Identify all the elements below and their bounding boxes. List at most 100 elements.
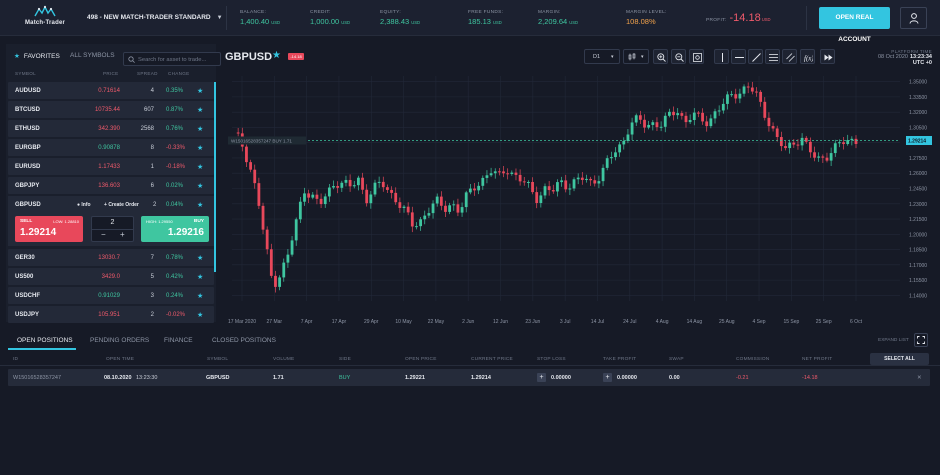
symbol-search-input[interactable]: Search for asset to trade... (123, 52, 221, 66)
vertical-line-tool[interactable] (714, 49, 729, 64)
trend-line-tool[interactable] (748, 49, 763, 64)
candle-body (800, 137, 804, 146)
scrollbar[interactable] (214, 82, 216, 272)
watchlist-row[interactable]: USDJPY 105.951 2 -0.02% ★ (8, 306, 214, 323)
timeframe-select[interactable]: D1 ▾ (584, 49, 620, 64)
watchlist-row[interactable]: US500 3429.0 5 0.42% ★ (8, 268, 214, 285)
col-commission[interactable]: COMMISSION (736, 356, 770, 362)
expand-list-label[interactable]: EXPAND LIST (878, 338, 909, 343)
col-symbol[interactable]: SYMBOL (207, 356, 229, 362)
quantity-stepper[interactable]: 2 − + (91, 216, 134, 242)
favorite-star-icon[interactable]: ★ (197, 125, 204, 133)
candle-body (489, 173, 493, 176)
favorite-star-icon[interactable]: ★ (197, 163, 204, 171)
horizontal-line-tool[interactable] (731, 49, 746, 64)
sell-button[interactable]: SELL LOW: 1.28810 1.29214 (15, 216, 83, 242)
col-stop-loss[interactable]: STOP LOSS (537, 356, 566, 362)
candle-body (539, 195, 543, 203)
decrease-icon[interactable]: − (101, 230, 106, 239)
col-swap[interactable]: SWAP (669, 356, 684, 362)
candle-body (580, 177, 584, 180)
favorite-star-icon[interactable]: ★ (197, 182, 204, 190)
favorite-star-icon[interactable]: ★ (197, 106, 204, 114)
info-label: Info (81, 202, 91, 208)
watchlist-row[interactable]: EURUSD 1.17433 1 -0.18% ★ (8, 158, 214, 175)
favorite-star-icon[interactable]: ★ (197, 202, 204, 209)
col-side[interactable]: SIDE (339, 356, 351, 362)
col-current-price[interactable]: CURRENT PRICE (471, 356, 513, 362)
tab-pending-orders[interactable]: PENDING ORDERS (90, 337, 150, 344)
add-take-profit-button[interactable]: + (603, 373, 612, 382)
x-tick-label: 23 Jun (525, 319, 540, 325)
user-profile-button[interactable] (900, 7, 927, 29)
close-position-icon[interactable]: ✕ (917, 374, 922, 381)
quantity-value[interactable]: 2 (110, 219, 115, 226)
add-stop-loss-button[interactable]: + (537, 373, 546, 382)
x-tick-label: 29 Apr (364, 319, 379, 325)
watchlist-row[interactable]: GBPJPY 136.603 6 0.02% ★ (8, 177, 214, 194)
tab-all-symbols[interactable]: ALL SYMBOLS (70, 52, 115, 59)
create-order-button[interactable]: + Create Order (104, 202, 139, 208)
candle-body (551, 190, 555, 192)
favorite-star-icon[interactable]: ★ (197, 254, 204, 262)
watchlist-row[interactable]: ETHUSD 342.390 2568 0.76% ★ (8, 120, 214, 137)
zoom-in-button[interactable] (653, 49, 668, 64)
watchlist-row-expanded[interactable]: GBPUSD ● Info + Create Order 2 0.04% ★ S… (8, 196, 214, 246)
col-open-price[interactable]: OPEN PRICE (405, 356, 437, 362)
favorite-star-icon[interactable]: ★ (197, 292, 204, 300)
watchlist-row[interactable]: AUDUSD 0.71614 4 0.35% ★ (8, 82, 214, 99)
candle-body (684, 115, 688, 123)
fit-chart-button[interactable] (689, 49, 704, 64)
tab-closed-positions[interactable]: CLOSED POSITIONS (212, 337, 276, 344)
col-take-profit[interactable]: TAKE PROFIT (603, 356, 637, 362)
account-selector[interactable]: 498 - NEW MATCH-TRADER STANDARD ▼ (87, 14, 223, 21)
info-button[interactable]: ● Info (77, 202, 91, 208)
open-real-account-button[interactable]: OPEN REAL ACCOUNT (819, 7, 890, 43)
tab-finance[interactable]: FINANCE (164, 337, 193, 344)
row-price: 13030.7 (98, 254, 120, 261)
col-net-profit[interactable]: NET PROFIT (802, 356, 833, 362)
favorite-star-icon[interactable]: ★ (272, 50, 281, 61)
candle-body (261, 205, 265, 230)
price-chart-svg[interactable]: 1.350001.335001.320001.305001.290001.275… (224, 72, 934, 328)
candle-body (527, 181, 530, 183)
favorite-star-icon[interactable]: ★ (197, 87, 204, 95)
watchlist-row[interactable]: GER30 13030.7 7 0.78% ★ (8, 249, 214, 266)
candle-body (497, 171, 501, 173)
chart-type-select[interactable]: ▾ (623, 49, 649, 64)
candle-body (315, 194, 319, 199)
candle-body (348, 179, 352, 187)
equity-label: EQUITY: (380, 10, 402, 15)
y-tick-label: 1.20000 (909, 232, 927, 238)
fast-forward-button[interactable] (820, 49, 835, 64)
favorite-star-icon[interactable]: ★ (197, 311, 204, 319)
brand-logo[interactable]: Match-Trader (20, 5, 70, 31)
increase-icon[interactable]: + (120, 230, 125, 239)
table-row[interactable]: W15016528357247 08.10.2020 13:23:30 GBPU… (8, 369, 930, 386)
buy-button[interactable]: HIGH: 1.29550 BUY 1.29216 (141, 216, 209, 242)
tab-favorites[interactable]: ★ FAVORITES (14, 52, 60, 60)
watchlist-row[interactable]: EURGBP 0.90878 8 -0.33% ★ (8, 139, 214, 156)
price-chart[interactable]: 1.350001.335001.320001.305001.290001.275… (224, 72, 934, 328)
col-open-time[interactable]: OPEN TIME (106, 356, 135, 362)
candle-body (779, 137, 783, 147)
favorite-star-icon[interactable]: ★ (197, 144, 204, 152)
candle-body (377, 181, 381, 183)
expand-list-button[interactable] (914, 333, 928, 347)
channel-tool[interactable] (765, 49, 780, 64)
parallel-lines-tool[interactable] (782, 49, 797, 64)
candle-body (589, 178, 593, 181)
candle-body (522, 181, 526, 183)
candle-body (808, 141, 812, 153)
zoom-out-button[interactable] (671, 49, 686, 64)
watchlist-row[interactable]: BTCUSD 10735.44 607 0.87% ★ (8, 101, 214, 118)
col-volume[interactable]: VOLUME (273, 356, 295, 362)
tab-open-positions[interactable]: OPEN POSITIONS (17, 337, 73, 344)
favorite-star-icon[interactable]: ★ (197, 273, 204, 281)
select-all-button[interactable]: SELECT ALL (870, 353, 929, 365)
watchlist-row[interactable]: USDCHF 0.91029 3 0.24% ★ (8, 287, 214, 304)
x-tick-label: 14 Aug (687, 319, 703, 325)
candle-body (460, 207, 464, 213)
indicators-tool[interactable]: f(x) (800, 49, 815, 64)
col-id[interactable]: ID (13, 356, 19, 362)
